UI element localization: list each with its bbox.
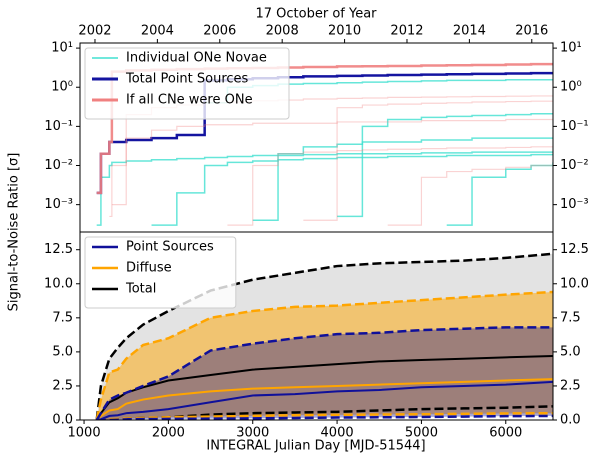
series-line	[109, 118, 553, 218]
top-tick-label: 2012	[390, 24, 423, 39]
y-tick-label: 2.5	[560, 378, 581, 393]
x-tick-label: 3000	[236, 426, 269, 441]
y-tick-label: 0.0	[52, 413, 73, 428]
y-tick-label: 12.5	[44, 242, 73, 257]
band-bound	[95, 290, 553, 420]
legend-label: If all CNe were ONe	[126, 93, 253, 108]
x-tick-label: 6000	[489, 426, 522, 441]
y-tick-label: 10¹	[51, 41, 73, 56]
top-tick-label: 2016	[515, 24, 548, 39]
series-line	[387, 164, 553, 226]
series-line	[337, 112, 553, 218]
top-tick-label: 2014	[453, 24, 486, 39]
top-tick-label: 2006	[203, 24, 236, 39]
x-tick-label: 5000	[405, 426, 438, 441]
top-tick-label: 2002	[78, 24, 111, 39]
x-tick-label: 4000	[321, 426, 354, 441]
legend-label: Individual ONe Novae	[126, 51, 267, 66]
top-tick-label: 2010	[328, 24, 361, 39]
top-axis-label: 17 October of Year	[255, 7, 377, 22]
y-tick-label: 0.0	[560, 413, 581, 428]
x-axis-label: INTEGRAL Julian Day [MJD-51544]	[206, 439, 425, 454]
y-tick-label: 10.0	[44, 276, 73, 291]
y-tick-label: 10⁻¹	[44, 119, 73, 134]
y-tick-label: 10⁻³	[44, 197, 73, 212]
y-tick-label: 10⁻²	[44, 158, 73, 173]
series-line	[303, 100, 553, 221]
axes-frame	[79, 231, 554, 421]
band-fill	[96, 291, 553, 420]
series-line	[252, 137, 553, 221]
y-tick-label: 10⁻²	[560, 158, 589, 173]
series-line	[95, 354, 553, 420]
y-axis-label: Signal-to-Noise Ratio [σ]	[7, 153, 22, 312]
top-tick-label: 2004	[141, 24, 174, 39]
y-tick-label: 10¹	[560, 41, 582, 56]
y-tick-label: 12.5	[560, 242, 589, 257]
legend-box	[84, 47, 290, 120]
series-line	[227, 146, 553, 226]
series-line	[96, 151, 553, 226]
x-tick-label: 1000	[68, 426, 101, 441]
legend-label: Total Point Sources	[125, 72, 249, 87]
y-tick-label: 10⁻³	[560, 197, 589, 212]
legend-label: Total	[125, 282, 156, 297]
series-line	[96, 380, 553, 420]
y-tick-label: 5.0	[52, 344, 73, 359]
series-line	[446, 162, 553, 226]
band-bound	[95, 326, 553, 420]
y-tick-label: 5.0	[560, 344, 581, 359]
y-tick-label: 10⁰	[560, 80, 582, 95]
series-line	[96, 378, 553, 420]
y-tick-label: 2.5	[52, 378, 73, 393]
series-line	[151, 153, 553, 226]
x-tick-label: 2000	[152, 426, 185, 441]
legend-box	[84, 236, 237, 309]
top-tick-label: 2008	[266, 24, 299, 39]
y-tick-label: 7.5	[52, 310, 73, 325]
y-tick-label: 10⁻¹	[560, 119, 589, 134]
legend-label: Point Sources	[126, 240, 214, 255]
y-tick-label: 10.0	[560, 276, 589, 291]
legend-label: Diffuse	[126, 261, 172, 276]
y-tick-label: 7.5	[560, 310, 581, 325]
y-tick-label: 10⁰	[51, 80, 73, 95]
